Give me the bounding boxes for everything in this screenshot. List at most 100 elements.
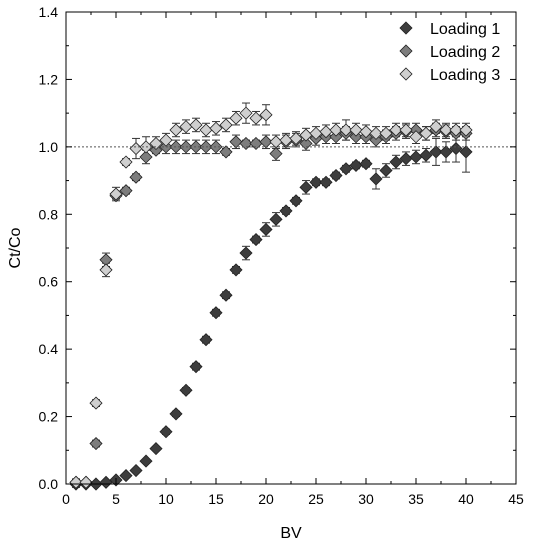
data-point-1 [329,168,343,183]
data-point-1 [169,407,183,421]
data-point-1 [409,150,423,164]
data-point-1 [419,148,433,162]
legend-label-1: Loading 1 [430,21,500,38]
x-tick-label: 40 [458,491,474,507]
data-point-2 [219,145,233,159]
data-point-3 [389,123,403,137]
legend-label-3: Loading 3 [430,67,500,84]
data-point-3 [409,130,423,144]
data-point-3 [359,125,373,139]
x-tick-label: 25 [308,491,324,507]
data-point-1 [379,163,393,178]
data-point-2 [89,436,103,451]
x-tick-label: 15 [208,491,224,507]
data-point-1 [399,152,413,166]
data-point-1 [189,360,203,374]
x-tick-label: 5 [112,491,120,507]
data-point-3 [109,187,123,201]
data-point-1 [99,475,113,489]
data-point-2 [139,150,153,164]
data-point-1 [239,246,253,260]
y-tick-label: 0.4 [39,341,59,357]
x-tick-label: 10 [158,491,174,507]
data-point-1 [269,212,283,226]
y-tick-label: 1.2 [39,71,59,87]
data-point-3 [249,111,263,125]
legend-marker-2 [399,44,413,58]
data-point-1 [199,333,213,347]
data-point-3 [449,123,463,137]
data-point-2 [349,130,363,144]
data-point-1 [289,194,303,208]
legend-marker-3 [399,67,413,81]
data-point-2 [119,184,133,198]
x-tick-label: 20 [258,491,274,507]
y-tick-label: 0.8 [39,206,59,222]
data-point-3 [119,155,133,169]
data-point-3 [299,128,313,142]
data-point-3 [169,123,183,137]
data-point-2 [259,135,273,149]
data-point-1 [319,175,333,189]
x-axis-title: BV [280,525,302,542]
x-tick-label: 0 [62,491,70,507]
legend: Loading 1 Loading 2 Loading 3 [399,21,500,84]
data-point-1 [439,145,453,159]
data-point-3 [219,118,233,132]
data-point-3 [159,133,173,147]
data-point-2 [129,170,143,184]
data-point-1 [209,306,223,320]
x-tick-label: 45 [508,491,524,507]
data-point-3 [259,108,273,122]
data-point-2 [269,147,283,161]
data-point-3 [239,106,253,120]
data-point-3 [459,123,473,137]
data-point-3 [229,111,243,125]
data-point-3 [289,131,303,145]
data-point-3 [349,123,363,137]
data-point-3 [279,133,293,147]
data-point-3 [419,126,433,140]
data-point-1 [139,454,153,468]
y-tick-label: 0.0 [39,476,59,492]
data-point-2 [329,130,343,144]
data-point-3 [339,123,353,137]
data-point-1 [279,204,293,218]
data-point-1 [309,175,323,189]
data-point-3 [399,123,413,137]
data-point-3 [189,118,203,132]
data-point-1 [179,383,193,397]
y-tick-label: 1.0 [39,139,59,155]
data-point-1 [429,145,443,159]
data-point-1 [149,442,163,456]
data-point-1 [259,222,273,237]
data-point-3 [179,120,193,134]
data-point-1 [389,155,403,169]
data-point-3 [369,126,383,140]
x-axis-ticks: 0 5 10 15 20 25 30 35 40 45 [62,12,524,507]
data-point-3 [199,123,213,137]
y-tick-label: 1.4 [39,4,59,20]
data-point-1 [339,162,353,176]
data-point-3 [429,120,443,134]
data-point-3 [439,123,453,137]
data-point-3 [149,136,163,151]
y-axis-ticks: 0.0 0.2 0.4 0.6 0.8 1.0 1.2 1.4 [39,4,516,492]
data-point-1 [159,425,173,439]
data-point-3 [329,123,343,137]
y-tick-label: 0.6 [39,274,59,290]
data-point-3 [99,263,113,277]
data-point-1 [119,469,133,483]
data-point-1 [229,263,243,277]
data-point-2 [229,135,243,149]
data-point-1 [249,233,263,247]
data-point-3 [209,121,223,135]
y-tick-label: 0.2 [39,409,59,425]
x-tick-label: 30 [358,491,374,507]
data-point-3 [89,396,103,410]
data-point-3 [69,475,83,489]
data-point-3 [79,475,93,489]
data-point-2 [369,133,383,147]
data-point-3 [129,141,143,156]
